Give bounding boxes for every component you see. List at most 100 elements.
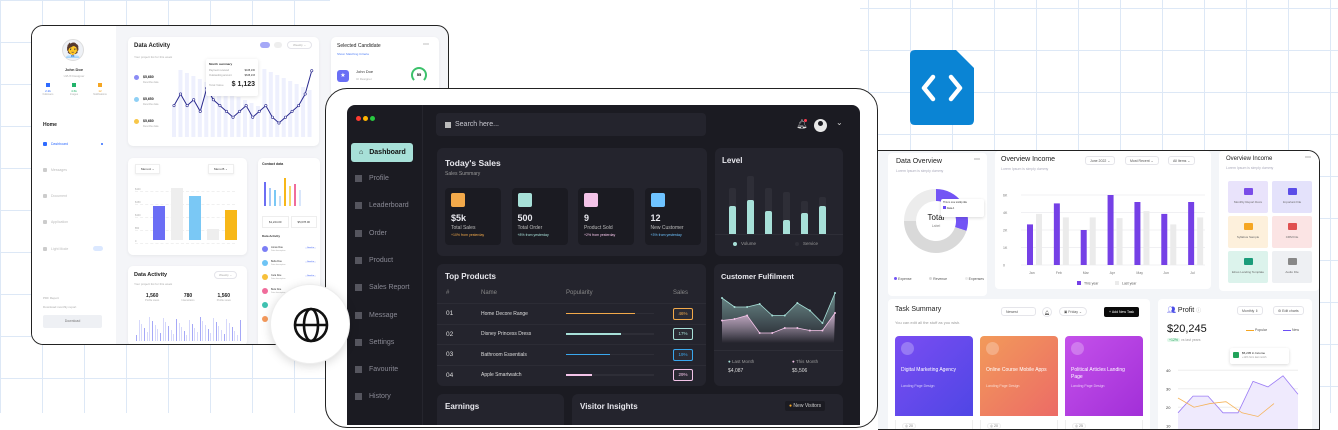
sidebar-item-light-mode[interactable]: Light Mode [43, 246, 103, 251]
menu-b-dropdown[interactable]: Menu B ⌄ [208, 164, 234, 174]
column-header: # [446, 290, 450, 296]
more-icon[interactable]: ⋯ [1305, 155, 1311, 161]
maximize-dot[interactable] [370, 116, 375, 121]
table-row[interactable]: 03 Bathroom Essentials 19% [437, 344, 706, 364]
weekly-dropdown[interactable]: Weekly ⌄ [214, 271, 238, 279]
file-label: Audio File [1285, 270, 1299, 274]
task-desc: Landing Page Design [901, 384, 935, 388]
send-button[interactable]: Send to [305, 275, 316, 277]
add-new-task-button[interactable]: + Add New Task [1104, 307, 1140, 317]
send-button[interactable]: Send to [305, 247, 316, 249]
day-dropdown[interactable]: ▣ Friday ⌄ [1059, 307, 1087, 316]
sort-dropdown[interactable]: Newest [1001, 307, 1036, 316]
search-input[interactable]: Search here... [436, 113, 706, 136]
close-dot[interactable] [356, 116, 361, 121]
month-dropdown[interactable]: June 2022 ⌄ [1085, 156, 1116, 165]
light-mode-toggle[interactable] [93, 246, 103, 251]
nav-icon [43, 142, 47, 146]
file-tile[interactable]: Monthly Report Docs [1228, 181, 1268, 213]
items-dropdown[interactable]: All Items ⌄ [1168, 156, 1196, 165]
send-button[interactable]: Send to [305, 261, 316, 263]
task-card[interactable]: Political Articles Landing Page Landing P… [1065, 336, 1143, 416]
file-tile[interactable]: Audio File [1272, 251, 1312, 283]
sidebar-item-settings[interactable]: Settings [355, 338, 394, 346]
sidebar-item-messages[interactable]: Messages [43, 168, 103, 172]
sidebar-item-document[interactable]: Document [43, 194, 103, 198]
minimize-dot[interactable] [363, 116, 368, 121]
task-card[interactable]: Online Course Mobile Apps Landing Page De… [980, 336, 1058, 416]
line-point [284, 115, 288, 119]
purple-dashboard-window: Data Overview ⋯ Lorem Ipsum is simply du… [878, 150, 1320, 430]
new-visitors-badge[interactable]: ● New Visitors [785, 401, 826, 411]
period-dropdown[interactable]: Monthly ⇕ [1237, 306, 1264, 315]
legend-label: Describe data [143, 103, 159, 106]
matching-criteria-link[interactable]: Show: Matching Criteria [337, 52, 369, 56]
file-tile[interactable]: Elnus Landing Template [1228, 251, 1268, 283]
list-item[interactable]: Cela Doe Data description Send to [262, 274, 318, 284]
y-tick: 4K [1003, 211, 1008, 215]
fulfilment-area-chart [721, 292, 836, 343]
task-card[interactable]: Digital Marketing Agency Landing Page Des… [895, 336, 973, 416]
sidebar-item-sales-report[interactable]: Sales Report [355, 284, 409, 292]
card-title: Level [722, 156, 743, 165]
line-point [198, 109, 202, 113]
sidebar: 🧑‍💼 John Doe UI/UX Designer 2.2k Follower… [32, 26, 116, 344]
list-item[interactable]: Jonas Doe Data description Send to [262, 246, 318, 256]
x-tick: Feb [1056, 271, 1062, 275]
sidebar-item-application[interactable]: Application [43, 220, 103, 224]
table-row[interactable]: 02 Disney Princess Dress 17% [437, 323, 706, 344]
table-row[interactable]: 04 Apple Smartwatch 29% [437, 364, 706, 385]
list-item[interactable] [262, 302, 318, 312]
last-year-bar [1170, 224, 1177, 265]
stat-label: Interactions [181, 299, 195, 302]
bar [225, 209, 237, 240]
more-icon[interactable]: ⋯ [423, 42, 429, 48]
user-avatar[interactable] [814, 119, 827, 132]
avatar[interactable]: 🧑‍💼 [62, 39, 84, 61]
stat-value: 500 [517, 213, 533, 223]
card-title: Today's Sales [445, 158, 501, 168]
sidebar-item-message[interactable]: Message [355, 311, 397, 319]
file-tile[interactable]: Syllabus Sample [1228, 216, 1268, 248]
notification-bell-icon[interactable]: 🔔︎ [1042, 307, 1052, 317]
line-point [231, 115, 235, 119]
activity-stat: 780 Interactions [182, 293, 195, 302]
list-item[interactable]: Bella Doe Data description Send to [262, 260, 318, 270]
card-subtitle: Lorem Ipsum is simply dummy [896, 169, 944, 173]
edit-charts-button[interactable]: ⚙ Edit charts [1273, 306, 1304, 315]
sidebar-item-order[interactable]: Order [355, 229, 387, 237]
popularity-fill [566, 353, 610, 356]
last-month-point [821, 322, 824, 324]
sidebar-item-history[interactable]: History [355, 393, 391, 401]
sidebar-item-favourite[interactable]: Favourite [355, 366, 399, 374]
file-tile[interactable]: CRM File [1272, 216, 1312, 248]
download-button[interactable]: Download [43, 315, 102, 328]
level-chart [729, 176, 833, 234]
file-tile[interactable]: Important File [1272, 181, 1312, 213]
sidebar-item-dashboard[interactable]: ⌂ Dashboard [351, 143, 413, 162]
toggle-user-button[interactable] [274, 42, 282, 48]
mini-bar [149, 317, 150, 341]
nav-icon [355, 311, 362, 319]
bell-icon[interactable]: 🔔︎ [796, 119, 808, 129]
more-icon[interactable]: ⋯ [974, 157, 980, 163]
table-row[interactable]: 01 Home Decore Range 46% [437, 303, 706, 323]
task-title: Political Articles Landing Page [1071, 367, 1125, 380]
bar [274, 190, 276, 206]
sidebar-item-product[interactable]: Product [355, 256, 393, 264]
sidebar-item-profile[interactable]: Profile [355, 175, 389, 182]
activity-stat: 1,560 Profile views [145, 293, 159, 302]
last-month-point [771, 314, 774, 317]
line-point [297, 104, 301, 108]
sort-dropdown[interactable]: Most Recent ⌄ [1125, 156, 1159, 165]
nav-label: Favourite [369, 366, 399, 374]
chevron-down-icon[interactable]: ⌄ [836, 118, 843, 127]
toggle-chart-button[interactable] [260, 42, 270, 48]
card-title: Overview Income [1226, 156, 1273, 162]
menu-a-dropdown[interactable]: Menu A ⌄ [135, 164, 161, 174]
weekly-dropdown[interactable]: Weekly ⌄ [287, 41, 313, 49]
line-point [172, 104, 176, 108]
sidebar-item-leaderboard[interactable]: Leaderboard [355, 202, 409, 210]
list-item[interactable] [262, 316, 318, 326]
sidebar-item-dashboard[interactable]: Dashboard [43, 142, 103, 146]
